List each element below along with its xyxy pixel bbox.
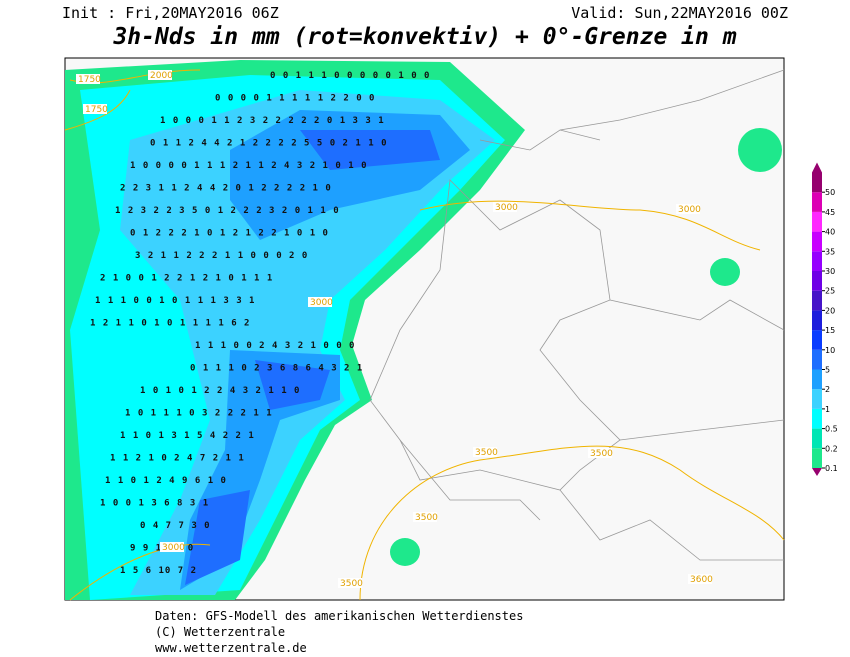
precip-row: 0 1 1 1 0 2 3 6 8 6 4 3 2 1 — [190, 364, 363, 374]
colorbar-swatch — [812, 172, 822, 193]
contour-label: 3000 — [495, 203, 518, 213]
colorbar-swatch — [812, 310, 822, 331]
colorbar-swatch — [812, 389, 822, 409]
precip-row: 1 1 1 0 0 2 4 3 2 1 0 0 0 — [195, 341, 355, 351]
precip-area — [390, 538, 420, 566]
colorbar-swatch — [812, 271, 822, 291]
contour-label: 2000 — [150, 71, 173, 81]
init-label: Init : Fri,20MAY2016 06Z — [62, 4, 279, 22]
valid-label: Valid: Sun,22MAY2016 00Z — [571, 4, 788, 22]
precip-row: 1 2 1 1 0 1 0 1 1 1 1 6 2 — [90, 319, 250, 329]
colorbar-label: 20 — [825, 306, 835, 315]
contour-label-bg — [308, 297, 332, 307]
colorbar-swatch — [812, 192, 822, 212]
precip-row: 1 0 0 0 1 1 2 3 2 2 2 2 2 0 1 3 3 1 — [160, 116, 385, 126]
colorbar-swatch — [812, 369, 822, 390]
colorbar-swatch — [812, 448, 822, 468]
colorbar-label: 30 — [825, 267, 835, 276]
colorbar-label: 15 — [825, 326, 835, 335]
contour-label-bg — [160, 542, 184, 552]
country-border — [399, 69, 785, 561]
precip-row: 1 0 1 1 1 0 3 2 2 2 1 1 — [125, 409, 273, 419]
contour-label: 3000 — [678, 205, 701, 215]
colorbar-label: 0.5 — [825, 425, 838, 434]
precip-row: 1 5 6 10 7 2 — [120, 566, 197, 576]
colorbar-swatch — [812, 428, 822, 449]
footer-url: www.wetterzentrale.de — [155, 641, 307, 655]
contour-label-bg — [588, 448, 612, 458]
map-title: 3h-Nds in mm (rot=konvektiv) + 0°-Grenze… — [112, 24, 736, 50]
isoline — [359, 445, 785, 601]
colorbar-label: 10 — [825, 346, 835, 355]
colorbar-label: 5 — [825, 366, 830, 375]
contour-label-bg — [338, 578, 362, 588]
precip-row: 1 1 2 1 0 2 4 7 2 1 1 — [110, 454, 245, 464]
precip-field — [65, 60, 782, 600]
colorbar-label: 1 — [825, 405, 830, 414]
precip-row: 1 1 0 1 3 1 5 4 2 2 1 — [120, 431, 255, 441]
contour-label: 3500 — [590, 449, 613, 459]
precip-row: 3 2 1 1 2 2 2 1 1 0 0 0 2 0 — [135, 251, 308, 261]
colorbar-label: 50 — [825, 188, 835, 197]
colorbar-label: 45 — [825, 208, 835, 217]
precip-area — [120, 90, 495, 595]
precip-row: 0 0 0 0 1 1 1 1 1 2 2 0 0 — [215, 94, 375, 104]
precip-area — [185, 130, 440, 585]
colorbar-label: 35 — [825, 247, 835, 256]
contour-label-bg — [676, 204, 700, 214]
precip-row: 1 0 1 0 1 2 2 4 3 2 1 1 0 — [140, 386, 300, 396]
precip-row: 2 1 0 0 1 2 2 1 2 1 0 1 1 1 — [100, 274, 273, 284]
colorbar-swatch — [812, 349, 822, 370]
precip-row: 2 2 3 1 1 2 4 4 2 0 1 2 2 2 2 1 0 — [120, 184, 332, 194]
precip-area — [738, 128, 782, 172]
contour-label: 3500 — [415, 513, 438, 523]
precip-area — [710, 258, 740, 286]
precip-row: 1 2 3 2 2 3 5 0 1 2 2 2 3 2 0 1 1 0 — [115, 206, 340, 216]
colorbar-swatch — [812, 231, 822, 252]
footer-source: Daten: GFS-Modell des amerikanischen Wet… — [155, 609, 523, 623]
precip-row: 1 1 1 0 0 1 0 1 1 1 3 3 1 — [95, 296, 255, 306]
contour-label-bg — [688, 574, 712, 584]
contour-label-bg — [493, 202, 517, 212]
contour-label: 1750 — [78, 75, 101, 85]
footer-copyright: (C) Wetterzentrale — [155, 625, 285, 639]
colorbar-swatch — [812, 211, 822, 232]
precip-row: 1 0 0 0 0 1 1 1 2 1 1 2 4 3 2 1 0 1 0 — [130, 161, 367, 171]
colorbar-swatch — [812, 251, 822, 271]
contour-label-bg — [76, 74, 100, 84]
precip-row: 0 1 2 2 2 1 0 1 2 1 2 2 1 0 1 0 — [130, 229, 329, 239]
contour-label-bg — [148, 70, 172, 80]
precip-row: 0 0 1 1 1 0 0 0 0 0 1 0 0 — [270, 71, 430, 81]
contour-label: 3500 — [340, 579, 363, 589]
precip-area — [180, 110, 470, 590]
colorbar-label: 25 — [825, 287, 835, 296]
colorbar-label: 40 — [825, 228, 835, 237]
contour-label-bg — [473, 447, 497, 457]
colorbar-label: 2 — [825, 385, 830, 394]
isoline — [419, 200, 761, 251]
colorbar-swatch — [812, 290, 822, 311]
freezing-level — [64, 69, 785, 601]
precip-row: 0 1 1 2 4 4 2 1 2 2 2 2 5 5 0 2 1 1 0 — [150, 139, 387, 149]
colorbar-swatch — [812, 330, 822, 350]
contour-label: 3000 — [310, 298, 333, 308]
contour-label: 3500 — [475, 448, 498, 458]
precip-row: 0 4 7 7 3 0 — [140, 521, 211, 531]
precip-row: 1 1 0 1 2 4 9 6 1 0 — [105, 476, 227, 486]
contour-labels: 1750 1750 2000 3000 3000 3000 3000 3500 3500 3500… — [76, 70, 713, 589]
contour-label: 3000 — [162, 543, 185, 553]
colorbar-label: 0.2 — [825, 444, 838, 453]
contour-label: 3600 — [690, 575, 713, 585]
contour-label-bg — [83, 104, 107, 114]
contour-label-bg — [413, 512, 437, 522]
precip-values: 0 0 1 1 1 0 0 0 0 0 1 0 0 0 0 0 0 1 1 1 1… — [90, 71, 430, 576]
precip-row: 1 0 0 1 3 6 8 3 1 — [100, 499, 209, 509]
contour-label: 1750 — [85, 105, 108, 115]
colorbar-label: 0.1 — [825, 464, 838, 473]
colorbar-swatch — [812, 408, 822, 429]
